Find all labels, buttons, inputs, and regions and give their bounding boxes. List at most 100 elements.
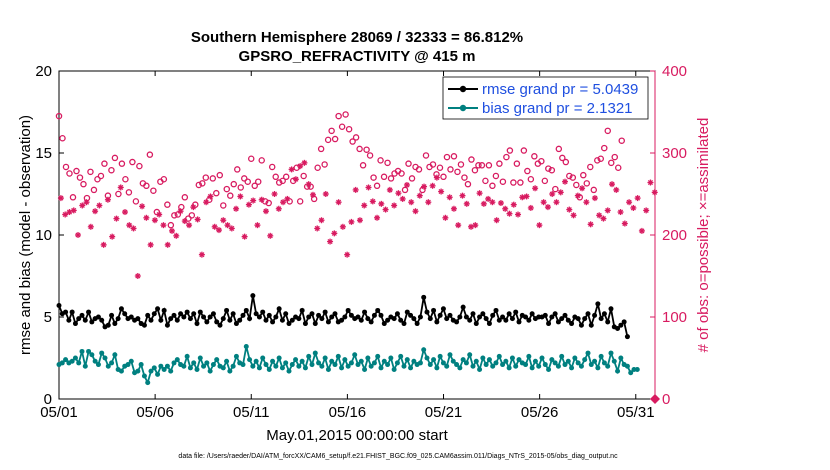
bias-point: [105, 363, 111, 369]
rmse-point: [63, 309, 69, 315]
obs-possible-point: [220, 202, 227, 209]
rmse-point: [480, 311, 486, 317]
obs-assimilated-point: [147, 241, 154, 248]
rmse-point: [526, 317, 532, 323]
obs-possible-point: [436, 164, 444, 172]
obs-possible-point: [164, 201, 171, 208]
legend: rmse grand pr = 5.0439 bias grand pr = 2…: [442, 76, 649, 120]
rmse-point: [391, 316, 397, 322]
obs-assimilated-point: [100, 241, 107, 248]
rmse-point: [424, 309, 430, 315]
obs-possible-point: [181, 194, 189, 201]
rmse-point: [598, 316, 604, 322]
obs-possible-point: [573, 181, 580, 189]
rmse-point: [89, 319, 95, 325]
rmse-point: [299, 307, 305, 313]
bias-point: [450, 358, 456, 364]
obs-possible-point: [275, 179, 283, 186]
bias-point: [431, 357, 437, 363]
rmse-point: [588, 322, 594, 328]
rmse-point: [552, 311, 558, 317]
obs-possible-point: [520, 147, 528, 154]
obs-possible-point: [244, 178, 251, 185]
bias-point: [582, 357, 588, 363]
rmse-point: [283, 311, 289, 317]
x-tick-label: 05/21: [425, 404, 463, 421]
bias-point: [112, 352, 118, 358]
obs-possible-point: [566, 172, 573, 180]
rmse-point: [322, 309, 328, 315]
bias-point: [506, 365, 512, 371]
bias-point: [532, 358, 538, 364]
rmse-point: [181, 314, 187, 320]
axis-ticks: 05/01 05/06 05/11 05/16 05/21 05/26 05/31 0 5 10 1…: [35, 63, 687, 421]
obs-possible-point: [569, 174, 577, 181]
bias-point: [486, 357, 492, 363]
bias-point: [141, 373, 147, 379]
bias-point: [69, 358, 75, 364]
obs-assimilated-point: [446, 194, 453, 201]
obs-assimilated-point: [344, 251, 351, 258]
bias-point: [483, 362, 489, 368]
obs-possible-point: [268, 163, 276, 171]
obs-assimilated-point: [497, 200, 504, 207]
bias-point: [463, 360, 469, 366]
rmse-point: [135, 316, 141, 322]
obs-assimilated-point: [322, 191, 329, 197]
obs-possible-point: [559, 154, 566, 162]
legend-box: [442, 76, 649, 120]
bias-point: [63, 357, 69, 363]
bias-point: [82, 363, 88, 369]
bias-point: [388, 355, 394, 361]
rmse-point: [503, 317, 509, 323]
bias-point: [362, 366, 368, 372]
bias-point: [509, 355, 515, 361]
obs-assimilated-point: [510, 201, 517, 208]
obs-assimilated-point: [395, 190, 402, 197]
bias-point: [342, 357, 348, 363]
bias-point: [549, 357, 555, 363]
rmse-point: [385, 317, 391, 323]
obs-possible-point: [171, 212, 178, 219]
rmse-point: [227, 317, 233, 323]
obs-assimilated-point: [412, 208, 419, 215]
rmse-point: [161, 307, 167, 313]
bias-point: [158, 363, 164, 369]
obs-assimilated-point: [634, 195, 641, 202]
obs-possible-point: [251, 182, 258, 190]
obs-assimilated-point: [553, 199, 560, 206]
obs-possible-point: [496, 160, 503, 167]
obs-possible-point: [398, 170, 405, 177]
obs-possible-point: [90, 186, 98, 194]
bias-point: [250, 363, 256, 369]
rmse-point: [105, 322, 111, 328]
bias-point: [306, 353, 312, 359]
bias-point: [256, 365, 262, 371]
rmse-point: [171, 312, 177, 318]
rmse-point: [279, 317, 285, 323]
bias-point: [109, 360, 115, 366]
obs-assimilated-point: [250, 197, 257, 204]
bias-point: [270, 358, 276, 364]
obs-assimilated-point: [168, 227, 175, 234]
obs-assimilated-point: [211, 223, 218, 230]
rmse-point: [66, 317, 72, 323]
obs-assimilated-point: [408, 199, 415, 206]
bias-point: [605, 363, 611, 369]
rmse-point: [457, 314, 463, 320]
chart-title: Southern Hemisphere 28069 / 32333 = 86.8…: [191, 29, 523, 46]
bias-point: [378, 365, 384, 371]
bias-point: [575, 360, 581, 366]
bias-point: [552, 360, 558, 366]
rmse-point: [582, 316, 588, 322]
bias-point: [490, 363, 496, 369]
obs-assimilated-point: [540, 199, 547, 206]
bias-point: [618, 355, 624, 361]
bias-point: [473, 358, 479, 364]
obs-assimilated-point: [506, 210, 513, 217]
rmse-point: [69, 309, 75, 315]
bias-point: [59, 360, 65, 366]
obs-possible-point: [478, 162, 486, 169]
rmse-point: [342, 314, 348, 320]
obs-possible-point: [377, 157, 384, 164]
